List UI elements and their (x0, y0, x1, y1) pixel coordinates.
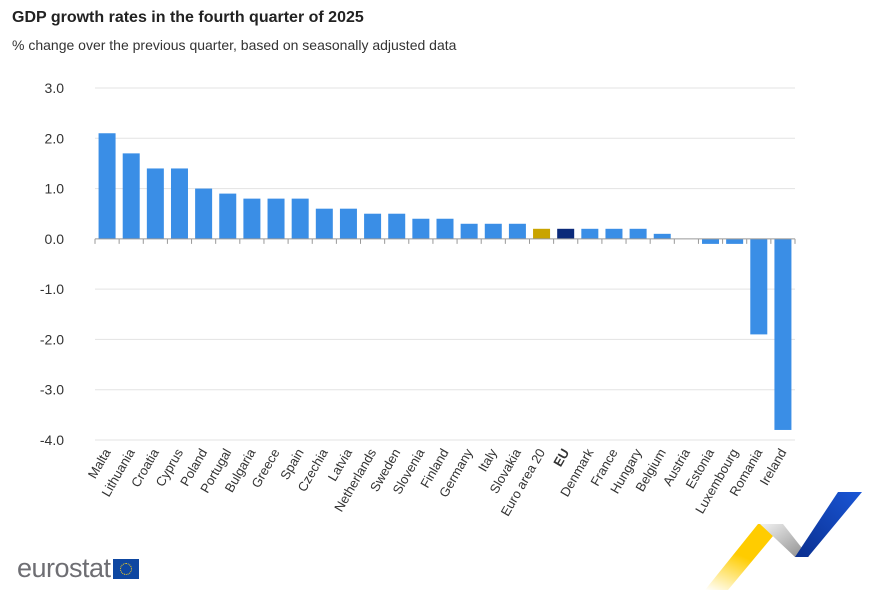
bar-sweden (388, 213, 406, 239)
bar-greece (267, 198, 285, 239)
bar-cyprus (170, 168, 188, 239)
y-tick-label: 1.0 (45, 181, 65, 197)
bar-belgium (653, 233, 671, 239)
y-tick-label: -1.0 (40, 281, 64, 297)
bar-finland (436, 218, 454, 239)
bar-ireland (774, 238, 792, 430)
y-tick-label: -3.0 (40, 382, 64, 398)
bar-italy (484, 223, 502, 239)
y-tick-label: -2.0 (40, 331, 64, 347)
chart-subtitle: % change over the previous quarter, base… (12, 37, 457, 53)
eurostat-logo: eurostat (17, 553, 139, 584)
bar-germany (460, 223, 478, 239)
bar-latvia (339, 208, 357, 239)
bar-estonia (702, 238, 720, 244)
bar-lithuania (122, 153, 140, 239)
logo-text: eurostat (17, 553, 111, 583)
bar-romania (750, 238, 768, 335)
chart-title: GDP growth rates in the fourth quarter o… (12, 9, 364, 26)
y-tick-label: 0.0 (45, 231, 65, 247)
bar-czechia (315, 208, 333, 239)
bar-spain (291, 198, 309, 239)
bar-slovenia (412, 218, 430, 239)
bar-malta (98, 133, 116, 239)
y-tick-label: -4.0 (40, 432, 64, 448)
bar-portugal (219, 193, 237, 239)
bar-luxembourg (726, 238, 744, 244)
y-tick-label: 2.0 (45, 130, 65, 146)
y-tick-label: 3.0 (45, 80, 65, 96)
bar-eu (557, 228, 575, 239)
bar-france (605, 228, 623, 239)
bar-croatia (146, 168, 164, 239)
bar-netherlands (364, 213, 382, 239)
x-tick-label: EU (550, 446, 572, 469)
bar-bulgaria (243, 198, 261, 239)
bar-euro-area-20 (533, 228, 551, 239)
bar-hungary (629, 228, 647, 239)
bar-denmark (581, 228, 599, 239)
bar-slovakia (508, 223, 526, 239)
bar-poland (195, 188, 213, 239)
eu-flag-icon (112, 558, 139, 579)
